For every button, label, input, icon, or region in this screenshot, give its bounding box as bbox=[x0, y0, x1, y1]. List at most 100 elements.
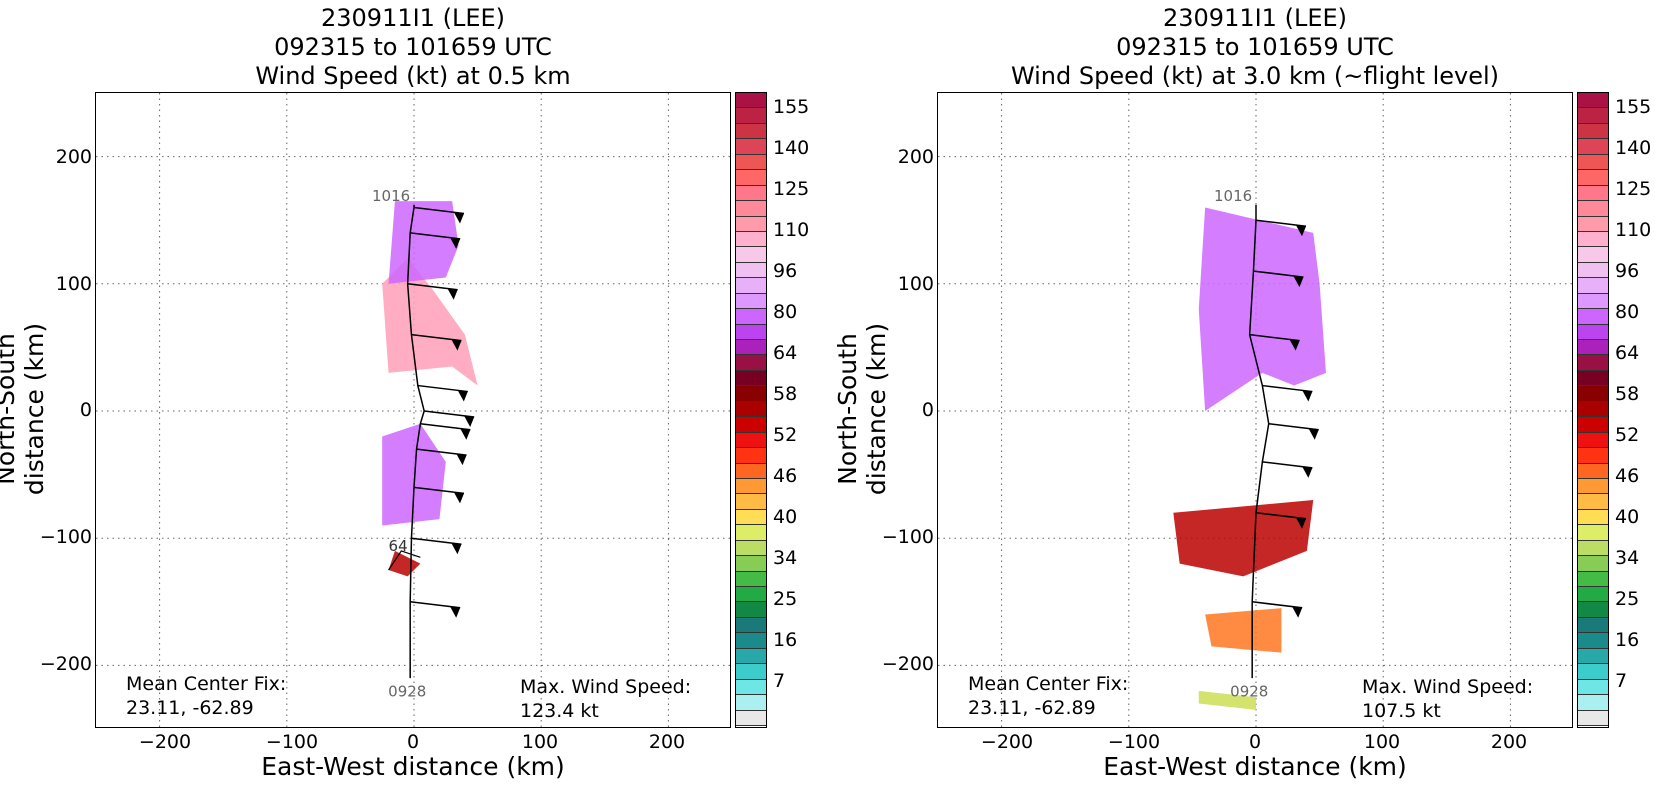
x-tick: 200 bbox=[648, 731, 686, 753]
wind-barb-shaft bbox=[1249, 333, 1300, 342]
colorbar-cell bbox=[736, 324, 766, 341]
colorbar-cell bbox=[1578, 587, 1608, 603]
colorbar bbox=[735, 92, 767, 728]
colorbar-cell bbox=[736, 309, 766, 325]
wind-barb-shaft bbox=[1252, 601, 1303, 609]
colorbar-cell bbox=[736, 648, 766, 665]
colorbar-cell bbox=[736, 401, 766, 418]
colorbar-cell bbox=[736, 448, 766, 464]
y-axis-label: North-South distance (km) bbox=[0, 322, 49, 496]
colorbar-label: 140 bbox=[773, 137, 810, 159]
colorbar-cell bbox=[1578, 695, 1608, 711]
colorbar-label: 140 bbox=[1615, 137, 1652, 159]
colorbar-cell bbox=[736, 617, 766, 634]
colorbar-cell bbox=[1578, 648, 1608, 665]
track-start-time: 0928 bbox=[1230, 682, 1268, 700]
colorbar-cell bbox=[1578, 525, 1608, 541]
colorbar-cell bbox=[736, 139, 766, 155]
colorbar-cell bbox=[736, 494, 766, 510]
colorbar-label: 80 bbox=[773, 301, 798, 323]
x-tick: 0 bbox=[406, 731, 420, 753]
colorbar-cell bbox=[1578, 540, 1608, 557]
colorbar-cell bbox=[1578, 324, 1608, 341]
x-tick: −100 bbox=[265, 731, 319, 753]
colorbar-cell bbox=[1578, 710, 1608, 726]
colorbar-cell bbox=[1578, 633, 1608, 649]
title-line-2: 092315 to 101659 UTC bbox=[1116, 33, 1394, 61]
wind-barb bbox=[413, 206, 465, 224]
colorbar-cell bbox=[1578, 293, 1608, 310]
wind-barb bbox=[420, 422, 471, 440]
colorbar-cell bbox=[1578, 154, 1608, 171]
colorbar-label: 110 bbox=[773, 219, 810, 241]
wind-map: 0928 1016 64 bbox=[96, 93, 730, 727]
colorbar-cell bbox=[736, 602, 766, 618]
wind-barb-shaft bbox=[424, 410, 475, 418]
colorbar-cell bbox=[736, 108, 766, 124]
colorbar-cell bbox=[1578, 602, 1608, 618]
wind-speed-region bbox=[382, 423, 446, 526]
colorbar-cell bbox=[1578, 108, 1608, 124]
wind-barb-shaft bbox=[420, 422, 471, 431]
wind-barb-flag bbox=[460, 428, 471, 440]
wind-barb bbox=[1255, 219, 1307, 237]
colorbar-cell bbox=[736, 278, 766, 294]
y-tick: −200 bbox=[39, 653, 92, 675]
plot-area: 0928 1016 64 bbox=[95, 92, 731, 728]
wind-barb-flag bbox=[1308, 428, 1319, 440]
max-wind-label: Max. Wind Speed: bbox=[520, 676, 692, 698]
wind-barb bbox=[410, 232, 461, 249]
colorbar-label: 58 bbox=[773, 383, 798, 405]
wind-speed-region bbox=[1205, 608, 1282, 653]
colorbar-cell bbox=[1578, 262, 1608, 279]
colorbar-cell bbox=[1578, 123, 1608, 140]
colorbar-label: 34 bbox=[1615, 547, 1640, 569]
title-line-1: 230911I1 (LEE) bbox=[320, 4, 506, 32]
wind-barb-flag bbox=[464, 416, 475, 427]
colorbar-label: 96 bbox=[1615, 260, 1640, 282]
wind-barb-flag bbox=[457, 390, 468, 402]
wind-barb bbox=[411, 333, 462, 351]
y-tick: 200 bbox=[897, 146, 934, 168]
center-fix-value: 23.11, -62.89 bbox=[126, 697, 254, 719]
colorbar-cell bbox=[736, 695, 766, 711]
wind-barb-shaft bbox=[1255, 219, 1307, 227]
x-tick: 100 bbox=[521, 731, 559, 753]
colorbar-cell bbox=[1578, 201, 1608, 217]
max-wind-label: Max. Wind Speed: bbox=[1362, 676, 1534, 698]
colorbar-cell bbox=[1578, 509, 1608, 526]
wind-speed-region bbox=[382, 258, 478, 386]
colorbar-label: 34 bbox=[773, 547, 798, 569]
wind-barb-shaft bbox=[411, 333, 462, 342]
center-fix-value: 23.11, -62.89 bbox=[968, 697, 1096, 719]
wind-barb-flag bbox=[451, 339, 462, 351]
wind-barb bbox=[416, 448, 467, 466]
x-tick: 0 bbox=[1248, 731, 1262, 753]
colorbar-cell bbox=[1578, 139, 1608, 155]
colorbar-cell bbox=[1578, 401, 1608, 418]
y-tick: 0 bbox=[79, 399, 92, 421]
colorbar-cell bbox=[1578, 571, 1608, 588]
colorbar-cell bbox=[736, 154, 766, 171]
max-wind-annotation: Max. Wind Speed: 107.5 kt bbox=[1362, 675, 1533, 723]
wind-barb-shaft bbox=[407, 283, 458, 291]
colorbar bbox=[1577, 92, 1609, 728]
colorbar-cell bbox=[1578, 432, 1608, 449]
wind-barb bbox=[411, 537, 462, 555]
colorbar-cell bbox=[736, 340, 766, 356]
wind-speed-region bbox=[1198, 207, 1326, 411]
wind-barb bbox=[417, 384, 468, 402]
colorbar-cell bbox=[736, 386, 766, 402]
colorbar-cell bbox=[736, 185, 766, 202]
wind-barb-shaft bbox=[417, 384, 468, 393]
colorbar-cell bbox=[1578, 216, 1608, 232]
colorbar-label: 7 bbox=[773, 670, 786, 692]
contour-line bbox=[388, 550, 421, 571]
colorbar-label: 125 bbox=[1615, 178, 1652, 200]
colorbar-label: 155 bbox=[773, 96, 810, 118]
y-tick: 100 bbox=[55, 273, 92, 295]
wind-barb-shaft bbox=[1255, 512, 1307, 520]
center-fix-annotation: Mean Center Fix: 23.11, -62.89 bbox=[968, 672, 1128, 720]
colorbar-label: 16 bbox=[1615, 629, 1640, 651]
center-fix-label: Mean Center Fix: bbox=[968, 673, 1129, 695]
